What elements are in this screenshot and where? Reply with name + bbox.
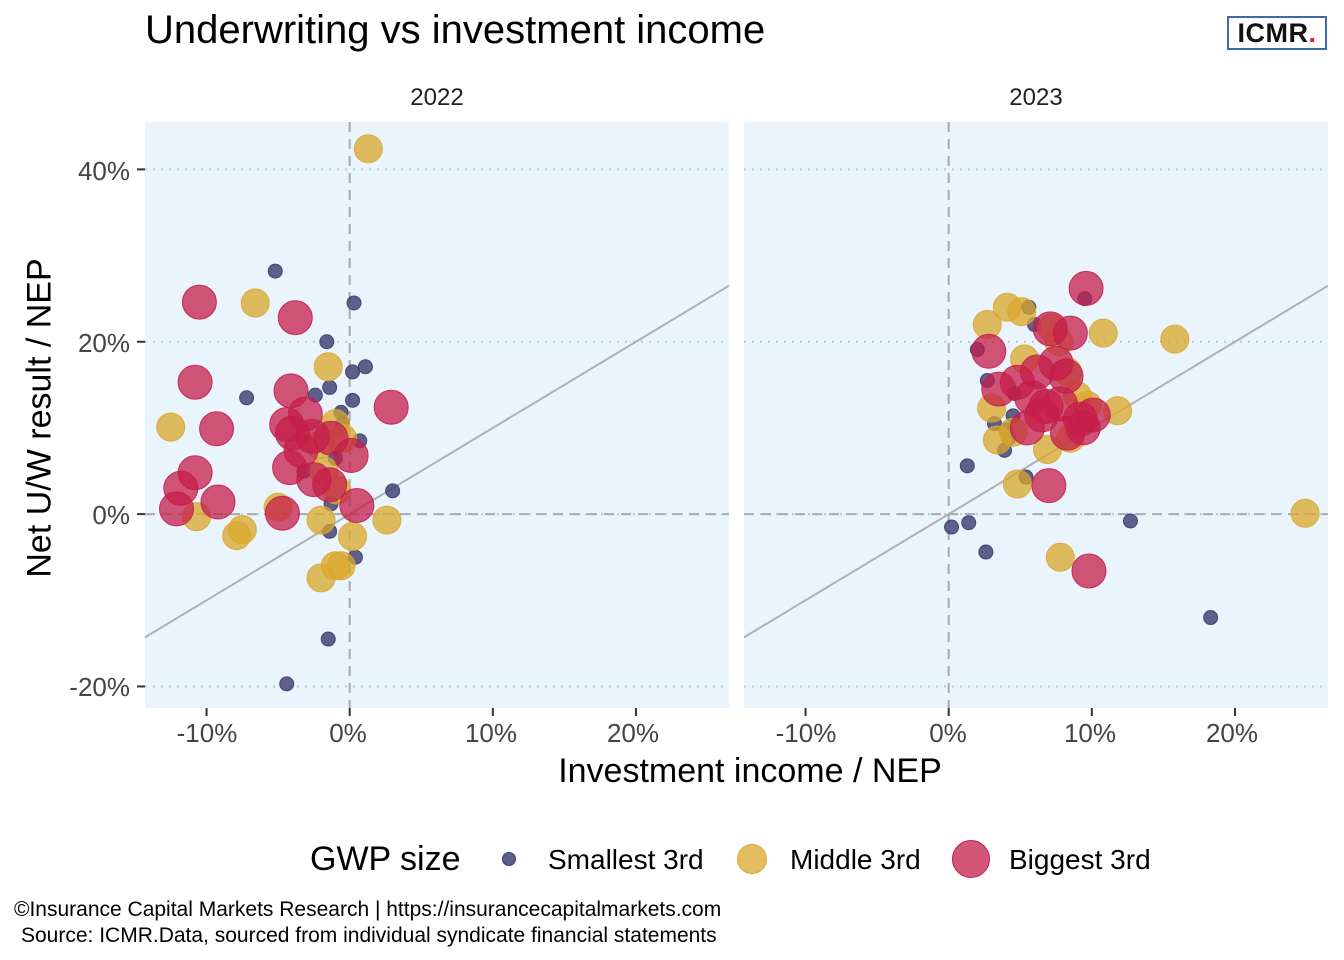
footer: ©Insurance Capital Markets Research | ht… [14, 897, 721, 949]
scatter-point-smallest [239, 390, 255, 406]
legend-swatch-biggest [952, 840, 990, 878]
scatter-point-middle [313, 352, 343, 382]
scatter-point-biggest [177, 364, 213, 400]
x-tick-label: 0% [929, 718, 967, 748]
scatter-point-biggest [333, 438, 369, 474]
footer-copyright: ©Insurance Capital Markets Research | ht… [14, 898, 722, 921]
scatter-point-middle [222, 521, 252, 551]
scatter-point-middle [372, 505, 402, 535]
scatter-point-middle [1045, 542, 1075, 572]
panel-plot-area [744, 122, 1328, 708]
scatter-point-smallest [267, 263, 283, 279]
scatter-point-middle [353, 134, 383, 164]
scatter-point-middle [982, 425, 1012, 455]
scatter-point-smallest [320, 631, 336, 647]
scatter-point-biggest [199, 411, 235, 447]
scatter-point-smallest [944, 519, 960, 535]
x-tick-label: 20% [1205, 718, 1259, 748]
scatter-point-biggest [312, 467, 348, 503]
legend-label-middle: Middle 3rd [790, 844, 921, 875]
scatter-point-middle [1002, 469, 1032, 499]
scatter-point-biggest [1071, 553, 1107, 589]
icmr-logo: ICMR. [1227, 16, 1327, 50]
scatter-point-biggest [1052, 315, 1088, 351]
scatter-point-biggest [277, 300, 313, 336]
scatter-point-biggest [339, 487, 375, 523]
facet-label-2022: 2022 [410, 84, 464, 111]
scatter-point-biggest [373, 389, 409, 425]
scatter-point-biggest [158, 491, 194, 527]
x-tick-label: 20% [606, 718, 660, 748]
scatter-point-smallest [978, 544, 994, 560]
scatter-point-biggest [971, 333, 1007, 369]
scatter-point-smallest [385, 483, 401, 499]
scatter-point-smallest [357, 359, 373, 375]
y-axis-label: Net U/W result / NEP [20, 258, 59, 578]
scatter-point-smallest [1203, 610, 1219, 626]
scatter-point-smallest [322, 379, 338, 395]
legend-label-smallest: Smallest 3rd [548, 844, 704, 875]
y-tick-label: 0% [92, 500, 130, 530]
scatter-point-middle [1290, 498, 1320, 528]
scatter-point-middle [338, 522, 368, 552]
scatter-point-biggest [1065, 410, 1101, 446]
scatter-point-biggest [1068, 270, 1104, 306]
x-tick-label: 10% [1063, 718, 1117, 748]
legend: GWP size Smallest 3rd Middle 3rd Biggest… [0, 838, 1344, 884]
logo-text: ICMR [1237, 18, 1309, 48]
scatter-point-biggest [1009, 410, 1045, 446]
legend-swatch-smallest [502, 852, 516, 866]
scatter-point-middle [240, 288, 270, 318]
chart-title: Underwriting vs investment income [145, 8, 766, 52]
scatter-point-biggest [181, 284, 217, 320]
reference-line [744, 284, 1328, 639]
scatter-point-middle [306, 505, 336, 535]
legend-title: GWP size [310, 840, 461, 878]
panel-2023 [744, 122, 1328, 716]
y-tick-label: 40% [77, 156, 130, 186]
footer-source: Source: ICMR.Data, sourced from individu… [21, 924, 717, 947]
scatter-point-smallest [961, 515, 977, 531]
scatter-point-middle [306, 563, 336, 593]
x-tick-label: 10% [464, 718, 518, 748]
x-tick-label: -10% [775, 718, 837, 748]
scatter-point-smallest [346, 295, 362, 311]
x-axis-label: Investment income / NEP [558, 752, 942, 790]
legend-swatch-middle [737, 844, 767, 874]
y-tick-label: 20% [77, 328, 130, 358]
reference-line [145, 284, 729, 639]
x-tick-label: -10% [176, 718, 238, 748]
scatter-point-smallest [959, 458, 975, 474]
panel-plot-area [145, 122, 729, 708]
panel-background [145, 122, 729, 708]
logo-dot: . [1308, 18, 1317, 48]
panel-2022 [137, 122, 729, 716]
scatter-point-smallest [1122, 513, 1138, 529]
scatter-point-smallest [279, 676, 295, 692]
scatter-point-smallest [345, 364, 361, 380]
x-tick-label: 0% [329, 718, 367, 748]
legend-label-biggest: Biggest 3rd [1009, 844, 1151, 875]
y-tick-label: -20% [69, 672, 130, 702]
scatter-point-biggest [1031, 468, 1067, 504]
scatter-point-smallest [319, 334, 335, 350]
scatter-point-middle [156, 412, 186, 442]
scatter-point-smallest [345, 392, 361, 408]
scatter-point-middle [1160, 324, 1190, 354]
scatter-point-middle [1007, 297, 1037, 327]
scatter-point-biggest [264, 495, 300, 531]
scatter-point-middle [1088, 318, 1118, 348]
facet-label-2023: 2023 [1009, 84, 1063, 111]
scatter-point-biggest [200, 484, 236, 520]
